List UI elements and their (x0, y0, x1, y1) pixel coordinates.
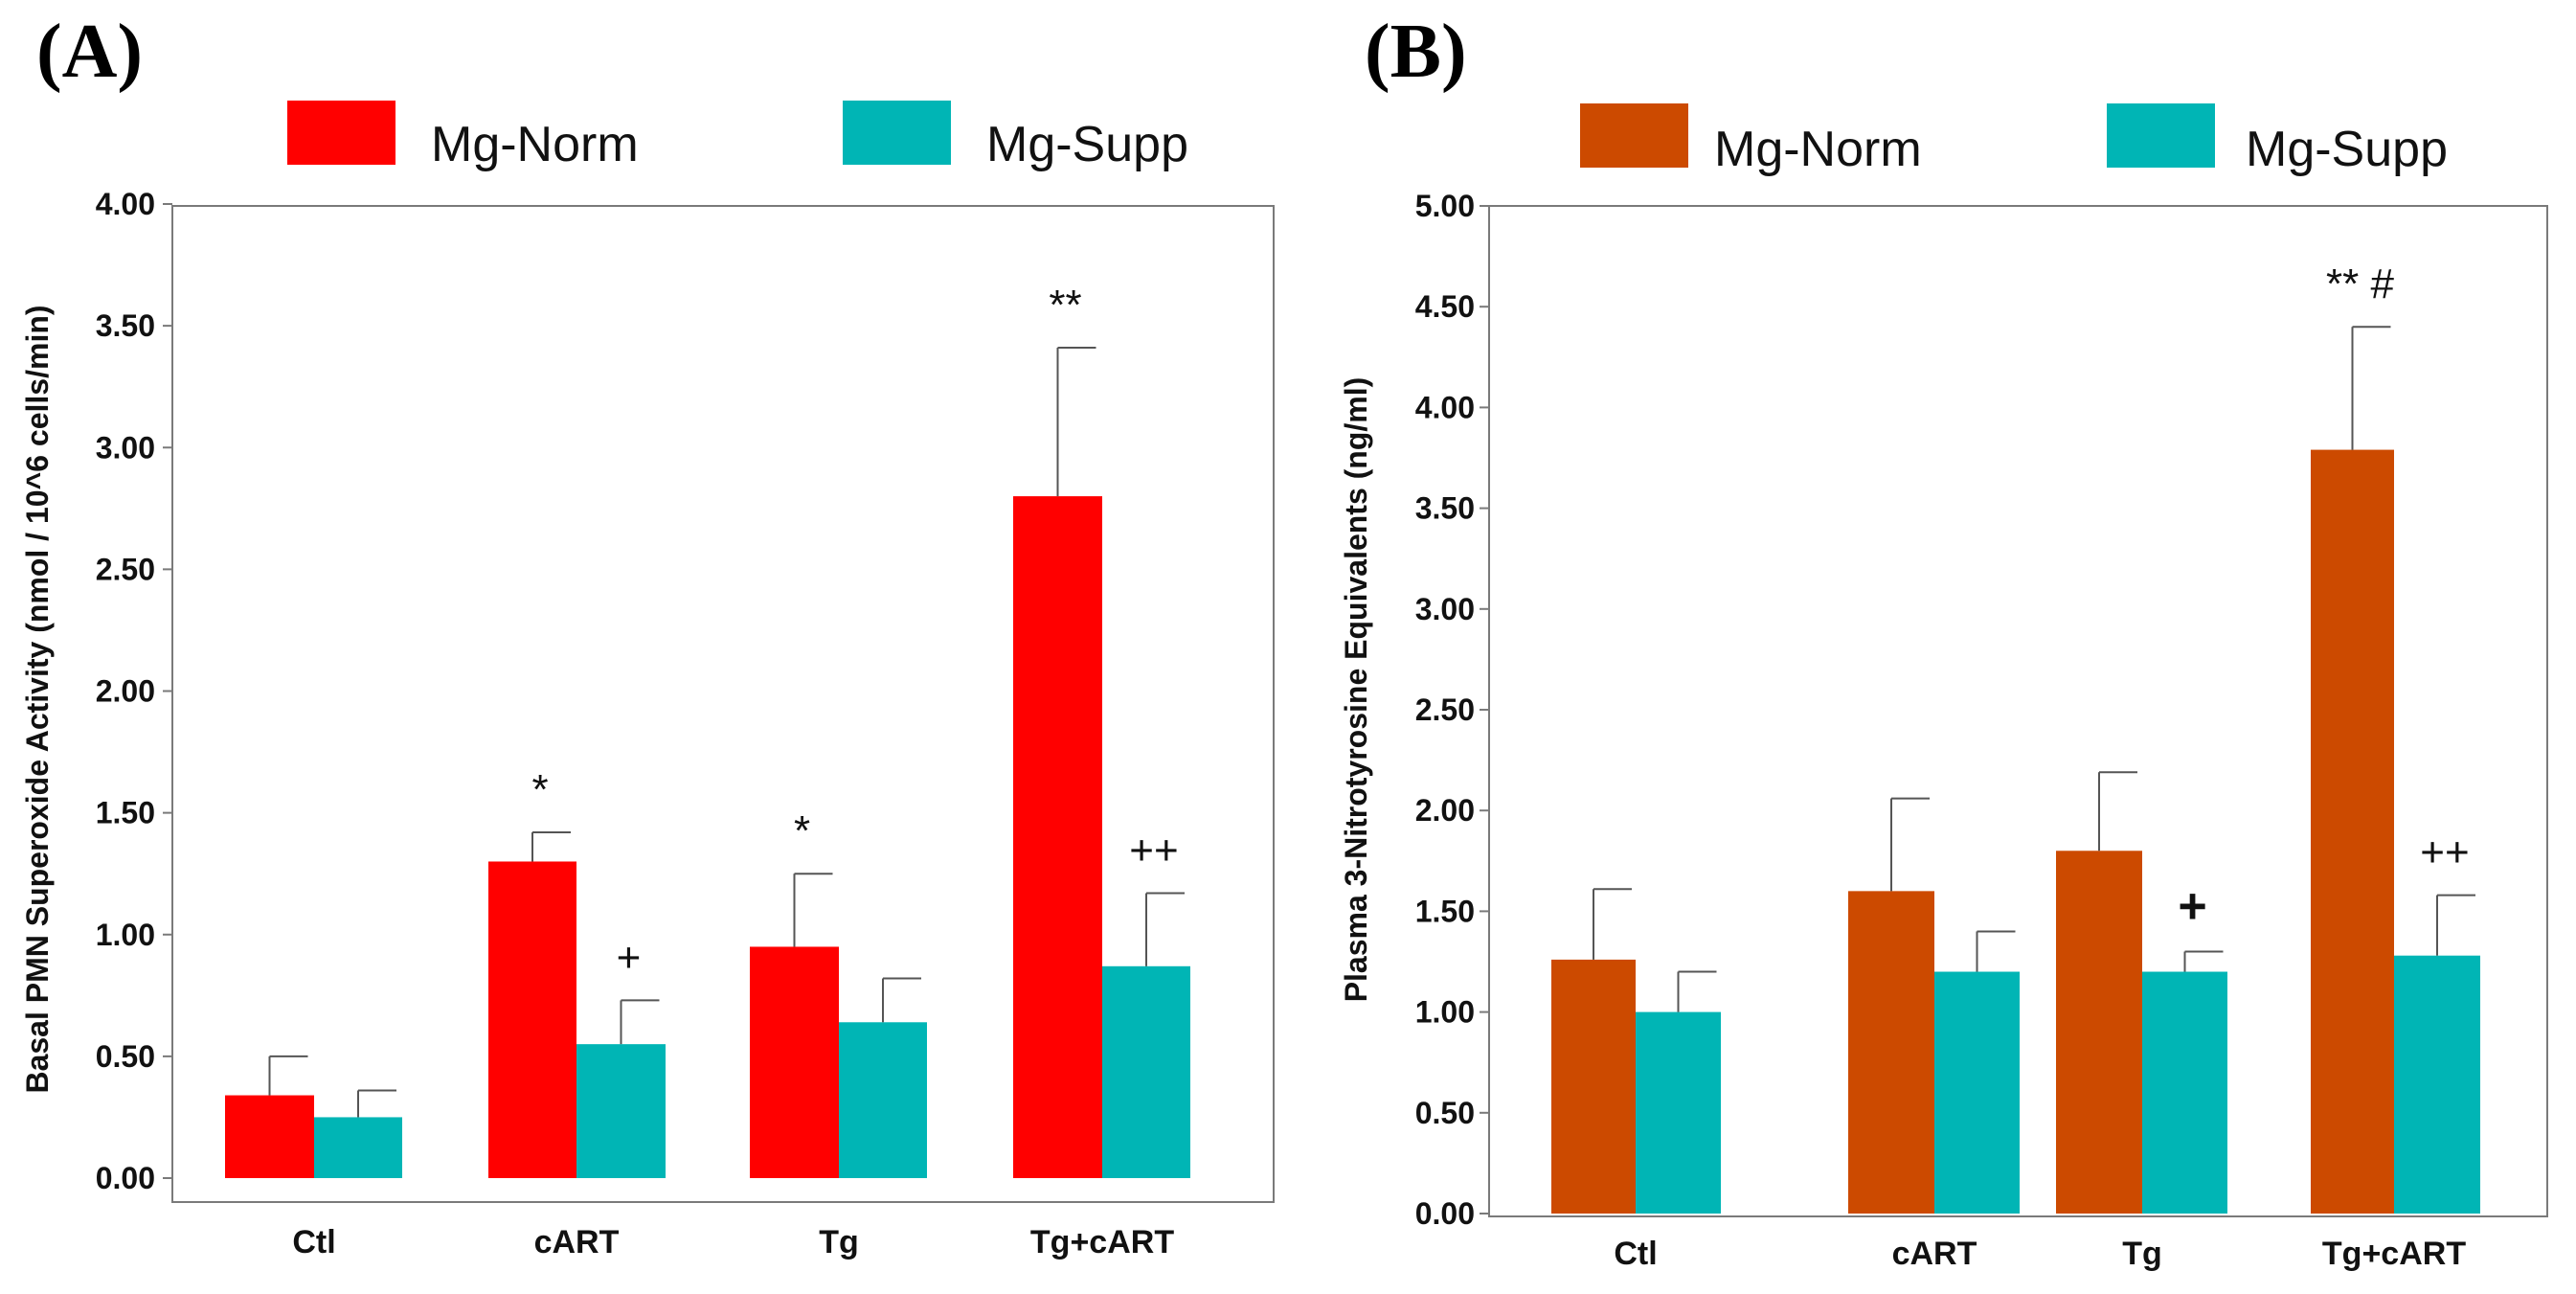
y-tick-label: 0.50 (1415, 1096, 1475, 1130)
panel-b-y-axis-title: Plasma 3-Nitrotyrosine Equivalents (ng/m… (1339, 377, 1373, 1003)
panel-a: (A) Mg-Norm Mg-Supp Basal PMN Superoxide… (20, 10, 1275, 1260)
y-tick-label: 2.50 (1415, 692, 1475, 727)
significance-marker: ** # (2326, 261, 2394, 307)
significance-marker: ++ (2420, 829, 2469, 876)
legend-swatch-mg-supp (2107, 103, 2215, 168)
category-label: cART (534, 1224, 620, 1260)
panel-a-letter: (A) (36, 10, 143, 94)
panel-a-error-bars (268, 347, 1185, 1118)
y-tick-label: 3.00 (96, 430, 155, 465)
bar-mg-norm-cart (1848, 891, 1934, 1214)
bar-mg-norm-ctl (1551, 959, 1636, 1214)
y-tick-label: 2.50 (96, 552, 155, 586)
panel-b-annotations: ** #+++ (2178, 261, 2469, 934)
y-tick-label: 2.00 (1415, 793, 1475, 828)
y-tick-label: 5.00 (1415, 189, 1475, 223)
bar-mg-norm-tg-cart (1013, 496, 1102, 1178)
legend-label-mg-norm: Mg-Norm (1714, 122, 1922, 177)
panel-a-y-axis-title: Basal PMN Superoxide Activity (nmol / 10… (20, 305, 55, 1093)
y-tick-label: 1.00 (1415, 995, 1475, 1030)
bar-mg-norm-tg-cart (2311, 449, 2394, 1215)
y-tick-label: 0.00 (1415, 1196, 1475, 1231)
category-label: Ctl (292, 1224, 335, 1260)
legend-label-mg-supp: Mg-Supp (2246, 122, 2448, 177)
significance-marker: + (617, 934, 642, 981)
panel-a-legend: Mg-Norm Mg-Supp (287, 101, 1188, 172)
legend-swatch-mg-norm (1580, 103, 1688, 168)
category-label: Tg (819, 1224, 859, 1260)
panel-b: (B) Mg-Norm Mg-Supp Plasma 3-Nitrotyrosi… (1339, 10, 2548, 1272)
panel-a-plot-frame (171, 205, 1275, 1203)
bar-mg-norm-cart (488, 861, 576, 1178)
significance-marker: ++ (1129, 828, 1178, 874)
bar-mg-norm-ctl (225, 1095, 314, 1178)
panel-b-category-labels: Ctl cART Tg Tg+cART (1614, 1236, 2466, 1272)
panel-b-plot-frame (1488, 205, 2548, 1217)
y-tick-label: 1.50 (96, 796, 155, 830)
y-tick-label: 4.50 (1415, 289, 1475, 324)
category-label: cART (1892, 1236, 1977, 1272)
category-label: Tg+cART (1030, 1224, 1174, 1260)
panel-a-y-ticks: 0.00 0.50 1.00 1.50 2.00 2.50 3.00 3.50 4.00 (96, 187, 172, 1195)
panel-a-category-labels: Ctl cART Tg Tg+cART (292, 1224, 1174, 1260)
bar-mg-norm-tg (750, 946, 839, 1178)
category-label: Tg (2122, 1236, 2162, 1272)
y-tick-label: 1.50 (1415, 894, 1475, 928)
y-tick-label: 4.00 (1415, 390, 1475, 424)
significance-marker: * (531, 766, 548, 813)
significance-marker: ** (1049, 282, 1081, 329)
y-tick-label: 1.00 (96, 918, 155, 952)
bar-mg-supp-ctl (314, 1117, 402, 1178)
bar-mg-supp-tg (2142, 971, 2227, 1214)
y-tick-label: 2.00 (96, 674, 155, 709)
legend-swatch-mg-supp (843, 101, 951, 165)
panel-b-legend: Mg-Norm Mg-Supp (1580, 103, 2448, 177)
bar-mg-supp-cart (576, 1044, 666, 1178)
panel-b-y-ticks: 0.00 0.50 1.00 1.50 2.00 2.50 3.00 3.50 4.00 4.50… (1415, 189, 1489, 1231)
legend-swatch-mg-norm (287, 101, 395, 165)
panel-a-annotations: ****+++ (531, 282, 1178, 981)
panel-a-bars (225, 496, 1190, 1178)
y-tick-label: 3.00 (1415, 592, 1475, 626)
bar-mg-norm-tg (2056, 851, 2142, 1214)
category-label: Tg+cART (2322, 1236, 2466, 1272)
category-label: Ctl (1614, 1236, 1657, 1272)
significance-marker: + (2178, 878, 2206, 934)
y-tick-label: 0.00 (96, 1161, 155, 1195)
y-tick-label: 4.00 (96, 187, 155, 221)
legend-label-mg-supp: Mg-Supp (986, 117, 1188, 172)
bar-mg-supp-cart (1934, 971, 2020, 1214)
y-tick-label: 0.50 (96, 1039, 155, 1074)
significance-marker: * (794, 807, 810, 854)
panel-b-letter: (B) (1365, 10, 1467, 94)
bar-mg-supp-ctl (1636, 1011, 1721, 1214)
y-tick-label: 3.50 (96, 308, 155, 343)
panel-b-error-bars (1593, 326, 2475, 1012)
panel-b-bars (1551, 449, 2480, 1215)
y-tick-label: 3.50 (1415, 491, 1475, 526)
legend-label-mg-norm: Mg-Norm (431, 117, 639, 172)
bar-mg-supp-tg (839, 1022, 927, 1178)
bar-mg-supp-tg-cart (1102, 965, 1190, 1178)
bar-mg-supp-tg-cart (2394, 955, 2480, 1214)
